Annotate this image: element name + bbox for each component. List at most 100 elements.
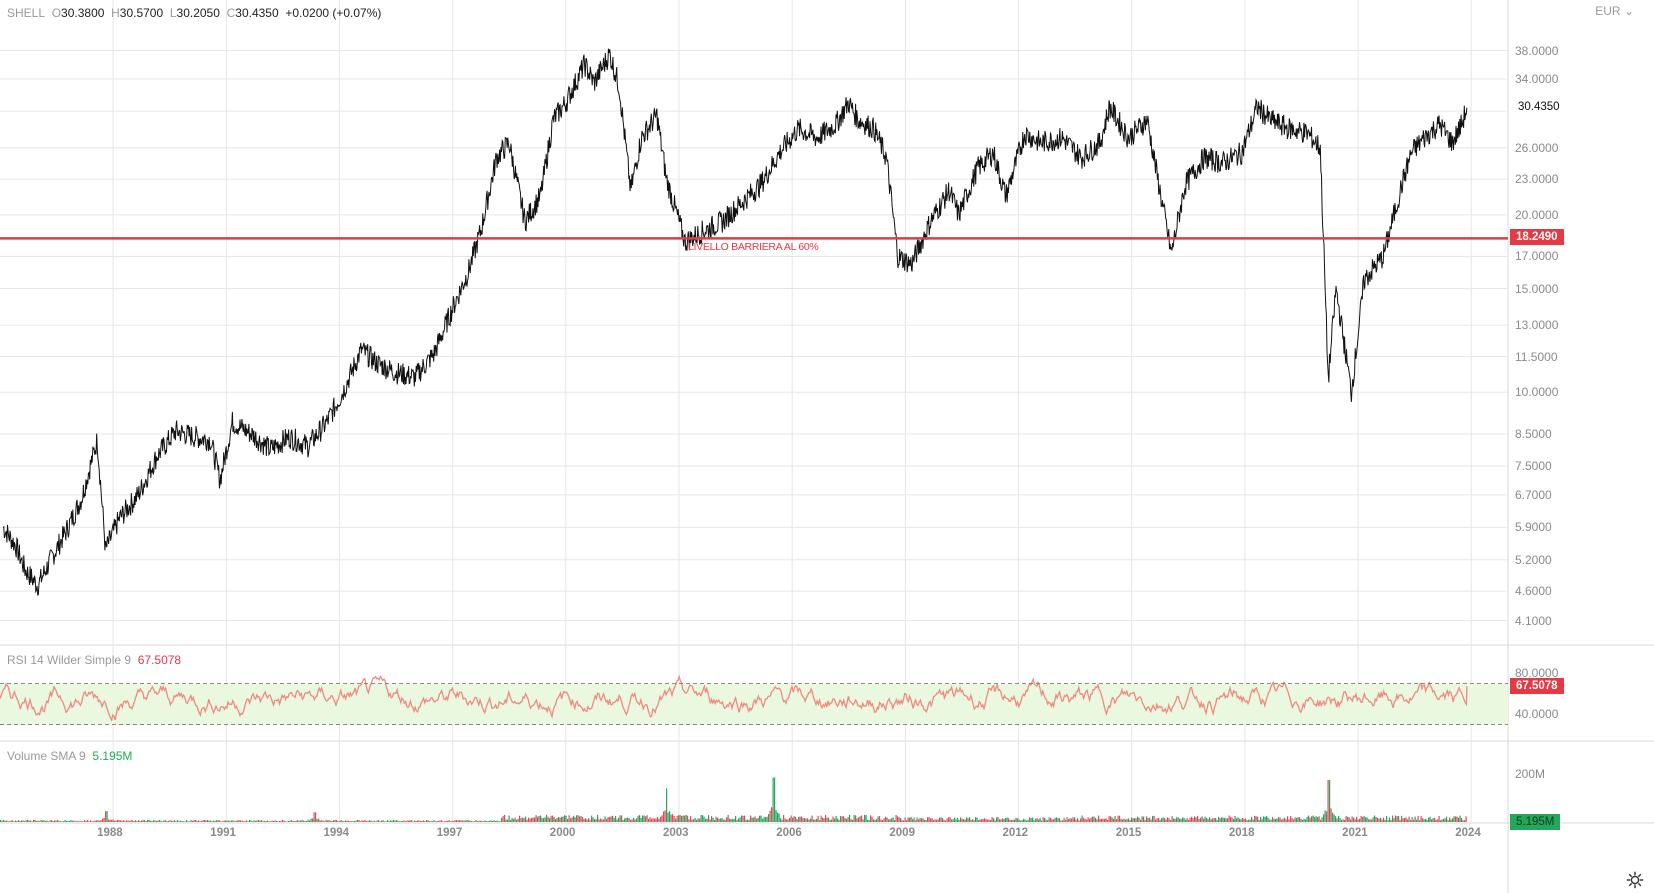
volume-bar	[1267, 817, 1269, 822]
volume-bar	[271, 820, 273, 822]
volume-bar	[1383, 817, 1385, 822]
volume-bar	[1107, 819, 1109, 822]
volume-bar	[1309, 817, 1311, 822]
rsi-line	[0, 674, 1468, 722]
volume-bar	[1318, 816, 1320, 822]
volume-bar	[783, 815, 785, 822]
volume-bar	[516, 819, 518, 822]
volume-bar	[723, 819, 725, 822]
volume-bar	[229, 820, 231, 822]
volume-bar	[267, 820, 269, 822]
volume-bar	[648, 818, 650, 822]
currency-selector[interactable]: EUR ⌄	[1595, 4, 1634, 18]
volume-bar	[148, 819, 150, 822]
volume-bar	[328, 819, 330, 822]
volume-bar	[250, 820, 252, 822]
volume-bar	[1399, 820, 1401, 822]
volume-bar	[120, 820, 122, 822]
volume-bar	[327, 820, 329, 822]
volume-bar	[819, 820, 821, 822]
gear-icon[interactable]	[1626, 871, 1644, 889]
volume-bar	[1036, 818, 1038, 822]
volume-bar	[847, 816, 849, 822]
volume-bar	[937, 819, 939, 822]
volume-bar	[846, 818, 848, 822]
volume-bar	[639, 815, 641, 822]
volume-bar	[1084, 818, 1086, 822]
volume-bar	[103, 818, 105, 822]
volume-bar	[694, 817, 696, 822]
volume-bar	[715, 816, 717, 822]
volume-bar	[1171, 816, 1173, 822]
volume-bar	[939, 817, 941, 822]
volume-bar	[306, 821, 308, 822]
volume-bar	[1330, 808, 1332, 822]
volume-bar	[1062, 820, 1064, 822]
volume-bar	[450, 821, 452, 822]
volume-bar	[1293, 819, 1295, 822]
volume-bar	[1450, 819, 1452, 822]
volume-bar	[331, 820, 333, 822]
volume-bar	[843, 816, 845, 822]
volume-bar	[1323, 814, 1325, 822]
volume-bar	[279, 820, 281, 822]
volume-bar	[465, 820, 467, 822]
rsi-legend[interactable]: RSI 14 Wilder Simple 9 67.5078	[7, 653, 181, 667]
volume-bar	[627, 817, 629, 822]
volume-bar	[772, 777, 774, 822]
volume-bar	[1396, 816, 1398, 822]
volume-bar	[970, 819, 972, 822]
volume-bar	[973, 820, 975, 822]
volume-bar	[484, 820, 486, 822]
volume-bar	[31, 821, 33, 822]
volume-bar	[1230, 816, 1232, 822]
volume-bar	[1134, 818, 1136, 822]
volume-bar	[231, 820, 233, 822]
y-tick-label: 8.5000	[1515, 426, 1552, 441]
volume-bar	[1176, 817, 1178, 822]
volume-value-tag: 5.195M	[1510, 814, 1561, 830]
volume-bar	[657, 816, 659, 822]
volume-bar	[1297, 816, 1299, 822]
volume-bar	[259, 820, 261, 822]
volume-bar	[87, 819, 89, 822]
volume-bar	[270, 821, 272, 822]
volume-bar	[511, 817, 513, 822]
volume-bar	[1251, 816, 1253, 822]
volume-bar	[1281, 819, 1283, 822]
volume-bar	[1359, 818, 1361, 822]
volume-bar	[336, 819, 338, 822]
symbol-label[interactable]: SHELL	[7, 6, 46, 20]
volume-bar	[123, 820, 125, 822]
volume-bar	[1197, 815, 1199, 822]
volume-bar	[966, 817, 968, 822]
volume-bar	[688, 819, 690, 822]
volume-bar	[1069, 817, 1071, 822]
volume-bar	[1236, 818, 1238, 822]
volume-bar	[262, 821, 264, 822]
last-price-tag: 30.4350	[1510, 99, 1568, 116]
volume-bar	[760, 815, 762, 822]
volume-bar	[1146, 816, 1148, 822]
volume-bar	[1089, 818, 1091, 822]
volume-bar	[564, 815, 566, 822]
volume-bar	[42, 820, 44, 822]
volume-bar	[931, 818, 933, 822]
volume-bar	[858, 817, 860, 822]
volume-bar	[126, 820, 128, 822]
volume-bar	[637, 815, 639, 822]
volume-bar	[1303, 818, 1305, 822]
volume-bar	[1021, 820, 1023, 822]
volume-bar	[1050, 817, 1052, 822]
volume-bar	[357, 820, 359, 822]
volume-bar	[379, 821, 381, 822]
volume-bar	[1017, 818, 1019, 822]
volume-bar	[222, 821, 224, 822]
volume-bar	[1162, 817, 1164, 822]
volume-legend[interactable]: Volume SMA 9 5.195M	[7, 749, 132, 763]
volume-bar	[1302, 819, 1304, 822]
volume-bar	[360, 821, 362, 822]
volume-bar	[139, 821, 141, 822]
volume-bar	[1071, 818, 1073, 822]
